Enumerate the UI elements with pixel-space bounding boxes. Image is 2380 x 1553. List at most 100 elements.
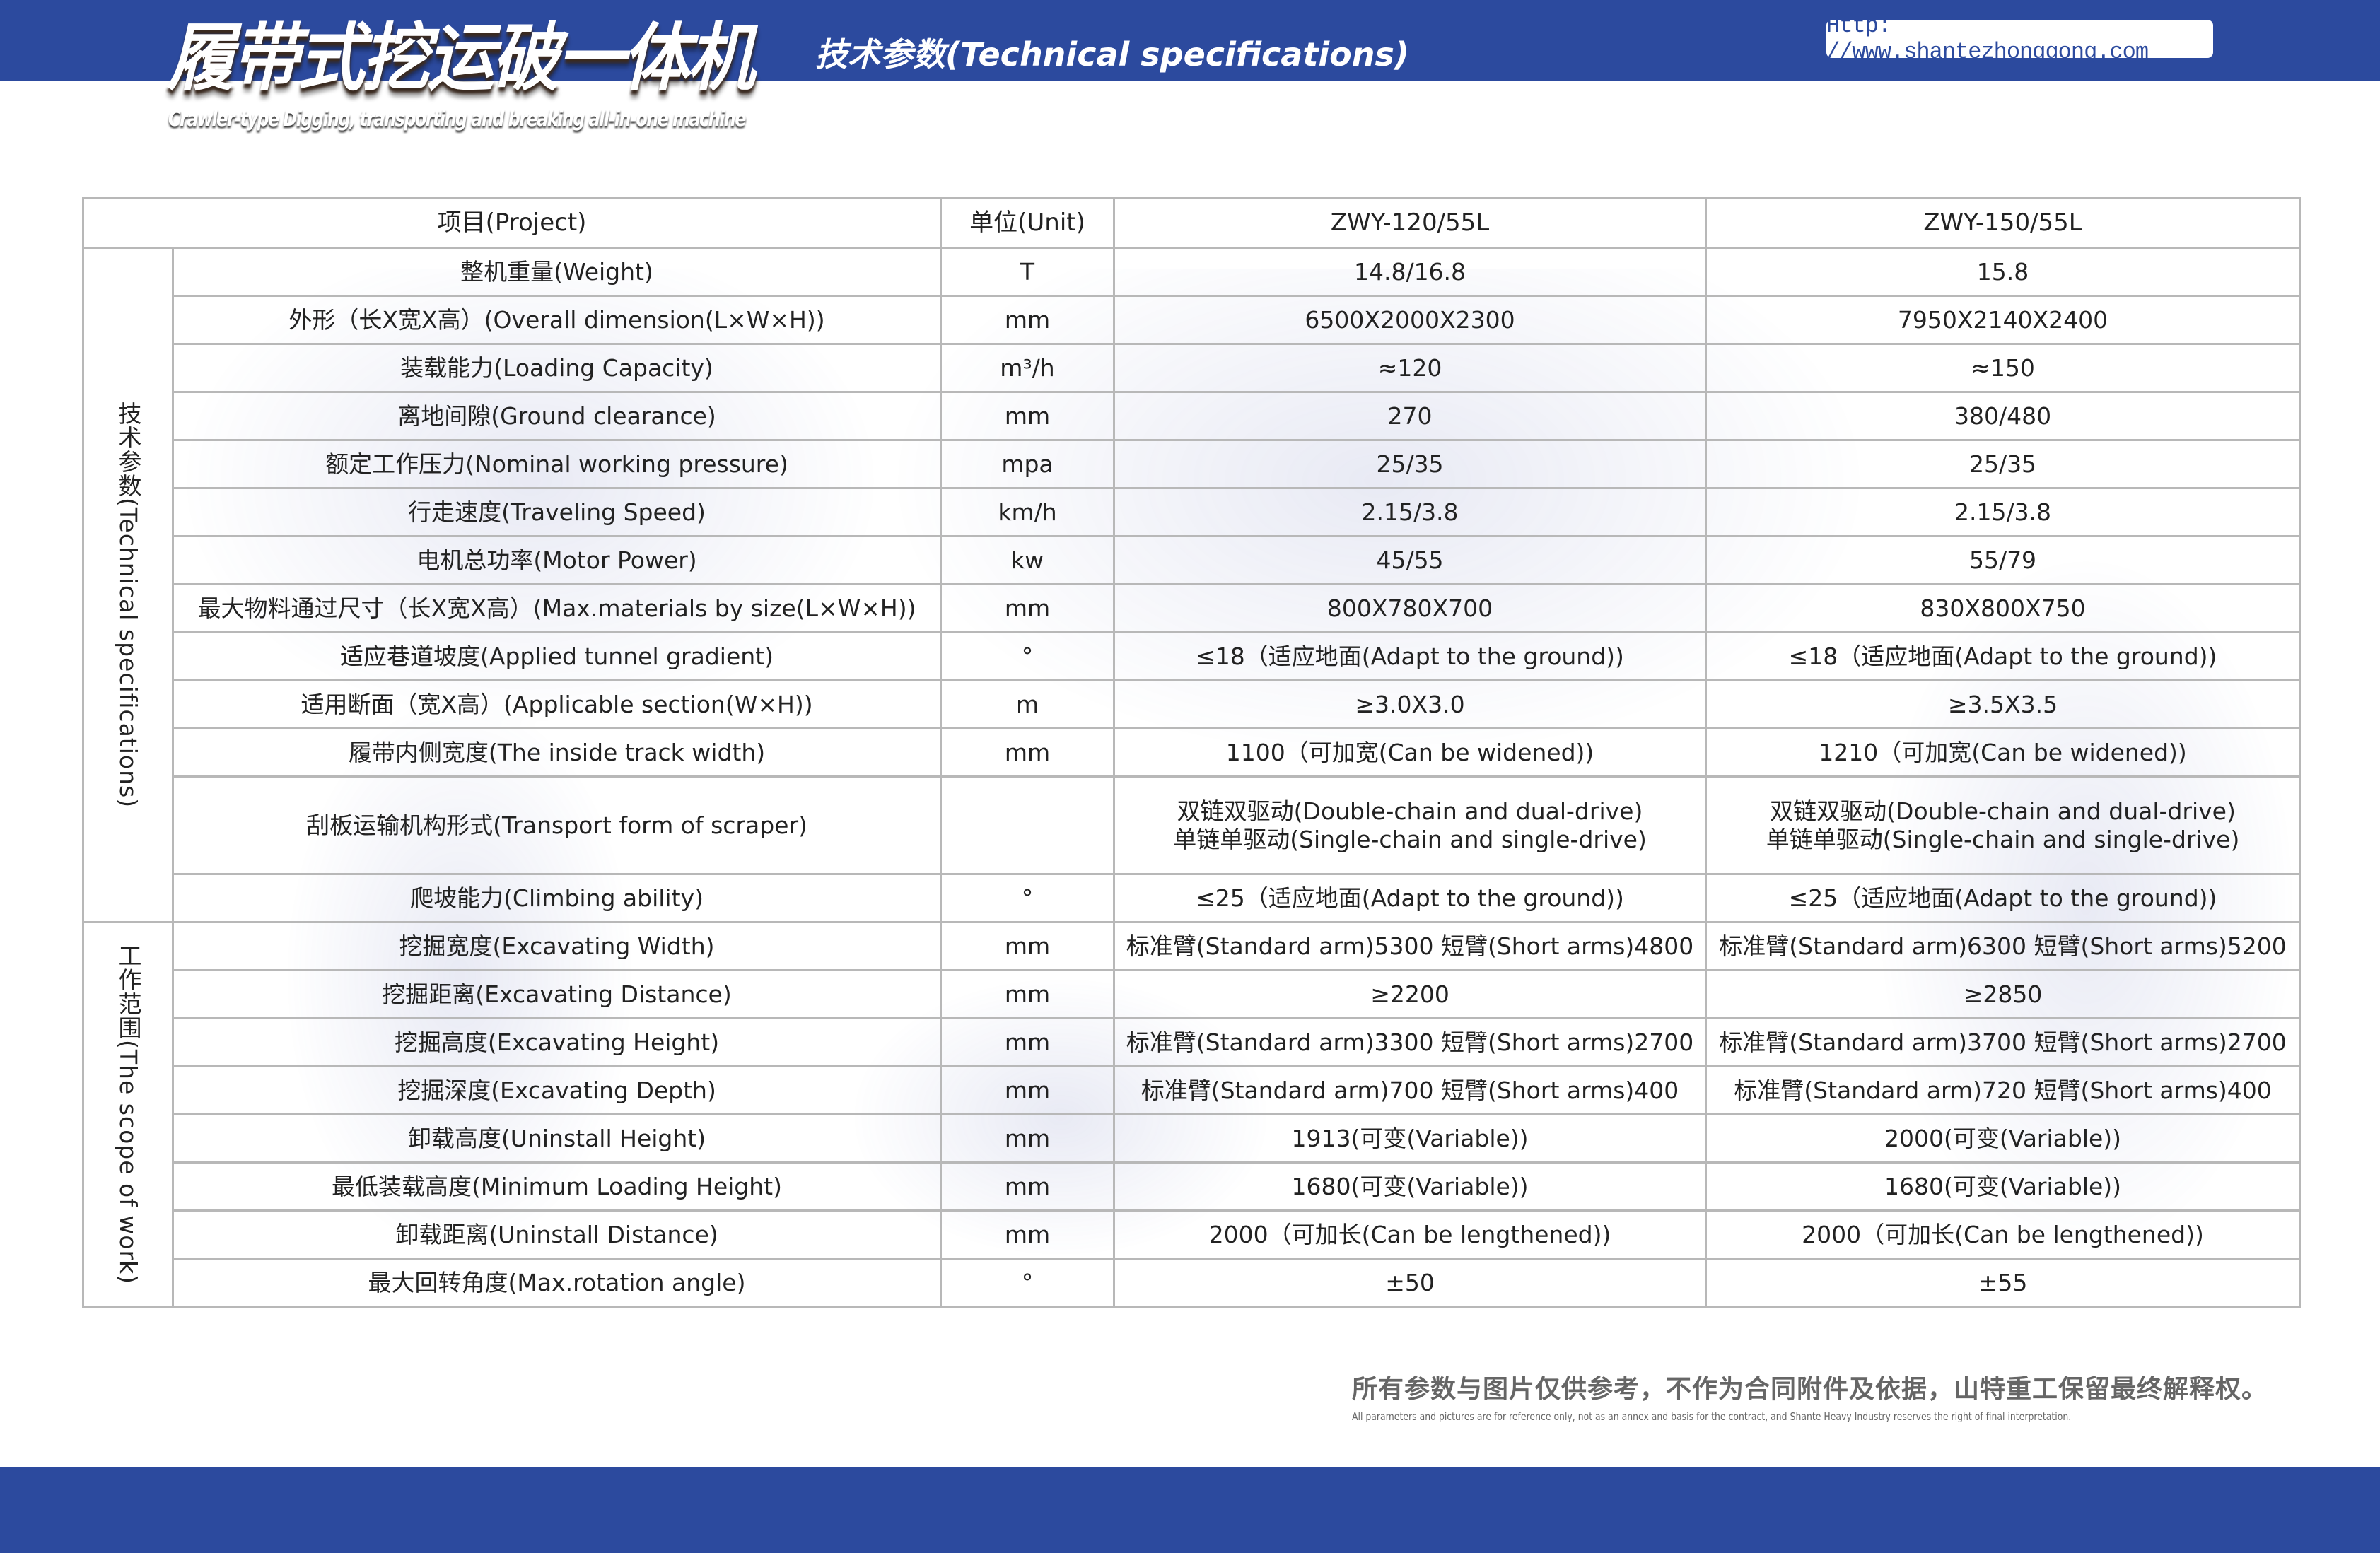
disclaimer-cn: 所有参数与图片仅供参考，不作为合同附件及依据，山特重工保留最终解释权。 [1352,1375,2268,1404]
unit: mpa [940,439,1116,489]
table-row: 电机总功率(Motor Power) kw 45/55 55/79 [83,535,2302,585]
unit: m [940,679,1116,729]
unit: mm [940,583,1116,633]
table-row: 行走速度(Traveling Speed) km/h 2.15/3.8 2.15/3.… [83,487,2302,537]
param-name: 卸载高度(Uninstall Height) [171,1113,943,1164]
value-model-2: ≈150 [1705,343,2302,393]
value-model-2: 2000(可变(Variable)) [1705,1113,2302,1164]
value-model-2: 15.8 [1705,247,2302,297]
value-model-2: ≥2850 [1705,969,2302,1019]
col-header-model-2: ZWY-150/55L [1705,197,2302,249]
table-row: 外形（长X宽X高）(Overall dimension(L×W×H)) mm 650… [83,295,2302,345]
value-model-1: ≥3.0X3.0 [1113,679,1708,729]
value-model-1: 800X780X700 [1113,583,1708,633]
section-label-cell: 工作范围(The scope of work) [82,921,174,1308]
value-model-2: 标准臂(Standard arm)3700 短臂(Short arms)2700 [1705,1017,2302,1067]
param-name: 挖掘深度(Excavating Depth) [171,1065,943,1115]
unit: mm [940,969,1116,1019]
param-name: 最大物料通过尺寸（长X宽X高）(Max.materials by size(L×… [171,583,943,633]
value-model-1: ≈120 [1113,343,1708,393]
value-model-1: 2000（可加长(Can be lengthened)) [1113,1209,1708,1260]
value-model-2: 1680(可变(Variable)) [1705,1161,2302,1212]
value-model-2: ≥3.5X3.5 [1705,679,2302,729]
unit: km/h [940,487,1116,537]
table-row: 装载能力(Loading Capacity) m³/h ≈120 ≈150 [83,343,2302,393]
value-model-1: ≥2200 [1113,969,1708,1019]
value-model-1: 标准臂(Standard arm)3300 短臂(Short arms)2700 [1113,1017,1708,1067]
value-model-1: 14.8/16.8 [1113,247,1708,297]
table-row: 履带内侧宽度(The inside track width) mm 1100（可加宽… [83,727,2302,778]
website-url[interactable]: Http: //www.shantezhonggong.com [1826,13,2213,65]
param-name: 卸载距离(Uninstall Distance) [171,1209,943,1260]
value-model-1: 1680(可变(Variable)) [1113,1161,1708,1212]
table-row: 卸载距离(Uninstall Distance) mm 2000（可加长(Can b… [83,1209,2302,1260]
table-row: 爬坡能力(Climbing ability) ° ≤25（适应地面(Adapt to… [83,873,2302,923]
value-model-1: ≤25（适应地面(Adapt to the ground)) [1113,873,1708,923]
param-name: 适用断面（宽X高）(Applicable section(W×H)) [171,679,943,729]
param-name: 行走速度(Traveling Speed) [171,487,943,537]
value-model-2: 双链双驱动(Double-chain and dual-drive) 单链单驱动… [1705,775,2302,875]
value-model-2: 25/35 [1705,439,2302,489]
value-model-1: 45/55 [1113,535,1708,585]
table-row: 挖掘高度(Excavating Height) mm 标准臂(Standard ar… [83,1017,2302,1067]
param-name: 额定工作压力(Nominal working pressure) [171,439,943,489]
param-name: 适应巷道坡度(Applied tunnel gradient) [171,631,943,681]
unit: ° [940,1258,1116,1308]
table-row: 挖掘距离(Excavating Distance) mm ≥2200 ≥2850 [83,969,2302,1019]
table-row: 适应巷道坡度(Applied tunnel gradient) ° ≤18（适应地面… [83,631,2302,681]
param-name: 最低装载高度(Minimum Loading Height) [171,1161,943,1212]
unit: mm [940,1065,1116,1115]
unit: mm [940,921,1116,971]
param-name: 电机总功率(Motor Power) [171,535,943,585]
table-row: 卸载高度(Uninstall Height) mm 1913(可变(Variable… [83,1113,2302,1164]
unit: mm [940,1209,1116,1260]
param-name: 装载能力(Loading Capacity) [171,343,943,393]
value-model-1: ±50 [1113,1258,1708,1308]
value-model-2: ±55 [1705,1258,2302,1308]
param-name: 外形（长X宽X高）(Overall dimension(L×W×H)) [171,295,943,345]
param-name: 离地间隙(Ground clearance) [171,391,943,441]
param-name: 最大回转角度(Max.rotation angle) [171,1258,943,1308]
value-model-2: 55/79 [1705,535,2302,585]
value-model-2: 2000（可加长(Can be lengthened)) [1705,1209,2302,1260]
value-model-2: ≤18（适应地面(Adapt to the ground)) [1705,631,2302,681]
value-model-2: 2.15/3.8 [1705,487,2302,537]
value-model-1: 1913(可变(Variable)) [1113,1113,1708,1164]
unit: T [940,247,1116,297]
table-row: 最低装载高度(Minimum Loading Height) mm 1680(可变(… [83,1161,2302,1212]
unit: ° [940,631,1116,681]
param-name: 爬坡能力(Climbing ability) [171,873,943,923]
param-name: 刮板运输机构形式(Transport form of scraper) [171,775,943,875]
section-label-cell: 技术参数(Technical specifications) [82,247,174,923]
table-row: 工作范围(The scope of work) 挖掘宽度(Excavating W… [82,921,2302,1308]
value-model-2: 380/480 [1705,391,2302,441]
section-subtitle: 技术参数(Technical specifications) [815,35,1409,74]
table-row: 离地间隙(Ground clearance) mm 270 380/480 [83,391,2302,441]
value-model-1: 2.15/3.8 [1113,487,1708,537]
param-name: 挖掘宽度(Excavating Width) [171,921,943,971]
value-model-1: 标准臂(Standard arm)700 短臂(Short arms)400 [1113,1065,1708,1115]
value-model-2: 7950X2140X2400 [1705,295,2302,345]
unit: mm [940,1113,1116,1164]
unit: ° [940,873,1116,923]
unit: kw [940,535,1116,585]
param-name: 履带内侧宽度(The inside track width) [171,727,943,778]
table-row: 额定工作压力(Nominal working pressure) mpa 25/35… [83,439,2302,489]
col-header-project: 项目(Project) [81,197,943,249]
unit: mm [940,295,1116,345]
value-model-2: 标准臂(Standard arm)6300 短臂(Short arms)5200 [1705,921,2302,971]
value-model-1: 1100（可加宽(Can be widened)) [1113,727,1708,778]
table-header-row: 项目(Project) 单位(Unit) ZWY-120/55L ZWY-150… [81,197,2302,249]
value-model-2: 标准臂(Standard arm)720 短臂(Short arms)400 [1705,1065,2302,1115]
value-model-1: 标准臂(Standard arm)5300 短臂(Short arms)4800 [1113,921,1708,971]
product-title-english: Crawler-type Digging, transporting and b… [168,107,747,131]
value-model-1: 6500X2000X2300 [1113,295,1708,345]
unit: mm [940,391,1116,441]
value-model-2: 830X800X750 [1705,583,2302,633]
param-name: 整机重量(Weight) [171,247,943,297]
unit: mm [940,727,1116,778]
col-header-unit: 单位(Unit) [940,197,1116,249]
footer-band [0,1467,2380,1553]
table-row: 最大物料通过尺寸（长X宽X高）(Max.materials by size(L×… [83,583,2302,633]
table-row: 技术参数(Technical specifications) 整机重量(Weigh… [82,247,2302,923]
